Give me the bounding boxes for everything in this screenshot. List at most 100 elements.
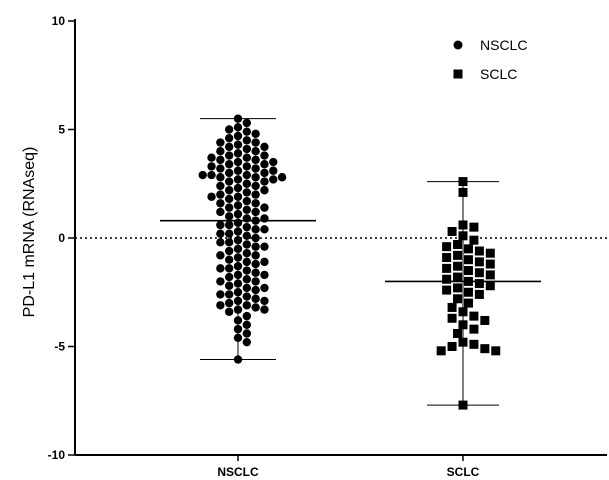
data-point-nsclc (242, 311, 252, 321)
data-point-nsclc (216, 164, 225, 173)
data-point-sclc (480, 315, 490, 325)
data-point-nsclc (260, 225, 269, 234)
data-point-nsclc (251, 138, 260, 147)
data-point-sclc (485, 270, 495, 280)
data-point-nsclc (224, 142, 234, 152)
data-point-nsclc (224, 281, 234, 290)
data-point-nsclc (260, 283, 269, 293)
data-point-nsclc (242, 144, 252, 154)
data-point-sclc (442, 274, 452, 284)
data-point-nsclc (242, 283, 252, 293)
data-point-nsclc (224, 307, 234, 316)
data-point-nsclc (251, 199, 260, 208)
data-point-sclc (453, 283, 463, 293)
data-point-nsclc (269, 157, 278, 167)
data-point-nsclc (207, 162, 216, 171)
legend-label-sclc: SCLC (480, 66, 517, 82)
y-tick-label: -5 (54, 340, 65, 354)
y-tick-label: -10 (48, 448, 66, 462)
data-point-nsclc (242, 222, 252, 232)
data-point-nsclc (251, 225, 260, 234)
data-point-nsclc (251, 294, 260, 303)
data-point-sclc (436, 346, 446, 356)
data-point-sclc (447, 313, 457, 323)
data-point-nsclc (260, 257, 269, 267)
data-point-nsclc (260, 142, 269, 152)
data-point-nsclc (207, 192, 216, 201)
data-point-nsclc (224, 186, 234, 195)
data-point-nsclc (233, 279, 243, 288)
data-point-sclc (469, 339, 479, 349)
data-point-sclc (474, 268, 484, 278)
data-point-nsclc (242, 231, 252, 241)
data-point-nsclc (260, 270, 269, 280)
data-point-nsclc (216, 181, 225, 191)
data-point-sclc (463, 287, 473, 297)
data-point-nsclc (251, 233, 260, 243)
data-point-nsclc (233, 183, 243, 193)
data-point-nsclc (224, 290, 234, 299)
legend-marker-sclc (453, 69, 463, 79)
data-point-nsclc (242, 248, 252, 258)
data-point-nsclc (242, 257, 252, 267)
data-point-nsclc (233, 140, 243, 149)
data-point-nsclc (233, 114, 243, 123)
data-point-sclc (442, 285, 452, 295)
data-point-nsclc (233, 296, 243, 306)
data-point-nsclc (251, 268, 260, 277)
y-tick-label: 5 (58, 123, 65, 137)
data-point-nsclc (233, 288, 243, 297)
data-point-nsclc (224, 203, 234, 212)
data-point-nsclc (216, 147, 225, 156)
data-point-nsclc (216, 301, 225, 310)
data-point-sclc (453, 261, 463, 271)
data-point-nsclc (242, 266, 252, 275)
data-point-nsclc (251, 242, 260, 251)
data-point-nsclc (242, 170, 252, 180)
data-point-nsclc (260, 242, 269, 251)
data-point-sclc (463, 266, 473, 276)
data-point-nsclc (251, 129, 260, 139)
data-point-sclc (447, 302, 457, 312)
data-point-nsclc (233, 175, 243, 184)
data-point-nsclc (242, 320, 252, 329)
data-point-nsclc (224, 238, 234, 247)
data-point-sclc (491, 346, 501, 356)
data-point-nsclc (224, 194, 234, 204)
axes-group: 10 5 0 -5 -10 NSCLC SCLC (48, 14, 607, 479)
data-point-sclc (480, 344, 490, 354)
data-point-nsclc (216, 251, 225, 260)
data-point-nsclc (251, 147, 260, 156)
data-point-sclc (453, 240, 463, 250)
data-point-nsclc (242, 240, 252, 249)
data-point-nsclc (216, 238, 225, 247)
data-point-nsclc (242, 118, 252, 128)
data-point-nsclc (224, 220, 234, 230)
data-point-nsclc (216, 190, 225, 199)
series-group (160, 114, 541, 410)
data-point-nsclc (233, 235, 243, 245)
data-point-nsclc (216, 155, 225, 165)
data-point-sclc (447, 342, 457, 351)
data-point-nsclc (260, 203, 269, 212)
data-point-nsclc (242, 162, 252, 171)
data-point-nsclc (216, 290, 225, 299)
data-point-nsclc (224, 133, 234, 143)
data-point-nsclc (251, 259, 260, 269)
data-point-sclc (474, 289, 484, 299)
data-point-nsclc (277, 173, 287, 182)
data-point-nsclc (251, 207, 260, 217)
data-point-nsclc (233, 305, 243, 314)
data-point-sclc (458, 220, 468, 230)
data-point-nsclc (251, 164, 260, 173)
data-point-sclc (474, 246, 484, 256)
data-point-nsclc (251, 173, 260, 182)
data-point-sclc (463, 255, 473, 265)
data-point-sclc (463, 244, 473, 254)
data-point-sclc (458, 320, 468, 330)
data-point-nsclc (233, 355, 243, 364)
legend-group: NSCLC SCLC (453, 37, 527, 82)
data-point-nsclc (233, 227, 243, 236)
data-point-nsclc (224, 298, 234, 308)
data-point-nsclc (260, 305, 269, 314)
